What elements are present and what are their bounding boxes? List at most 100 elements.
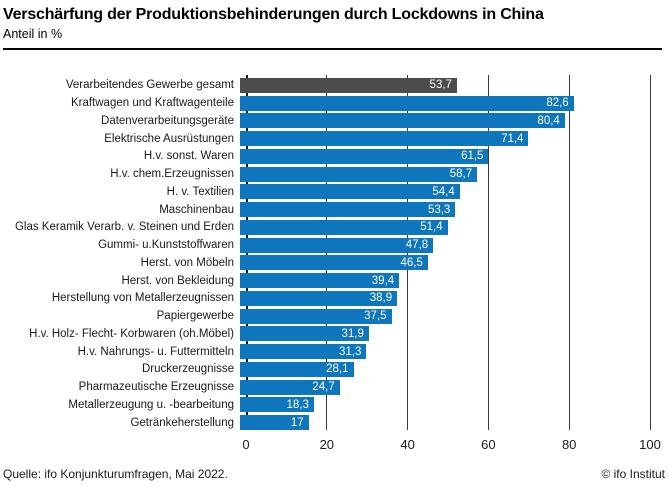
bar-row: H.v. sonst. Waren 61,5 [0,148,668,166]
copyright-note: © ifo Institut [601,467,665,481]
bar: 80,4 [240,113,565,129]
bar-track: 80,4 [240,113,644,129]
x-tick-label: 20 [319,437,335,452]
bar-row: Kraftwagen und Kraftwagenteile 82,6 [0,94,668,112]
bar: 61,5 [240,148,489,164]
category-label: H.v. Holz- Flecht- Korbwaren (oh.Möbel) [29,327,234,340]
category-label: Herst. von Bekleidung [121,274,234,287]
bar-row: Herstellung von Metallerzeugnissen 38,9 [0,290,668,308]
bar-value-label: 46,5 [400,256,423,269]
category-label: Maschinenbau [159,203,234,216]
bar-row: Glas Keramik Verarb. v. Steinen und Erde… [0,219,668,237]
category-label: H.v. chem.Erzeugnissen [110,168,234,181]
bar: 24,7 [240,379,340,395]
bar-value-label: 17 [290,416,304,429]
bar-track: 28,1 [240,361,644,377]
bar: 37,5 [240,308,392,324]
bar-track: 39,4 [240,273,644,289]
bar-track: 38,9 [240,290,644,306]
bar-chart: Verarbeitendes Gewerbe gesamt 53,7 Kraftwa… [0,77,668,432]
category-label: Herst. von Möbeln [140,256,234,269]
category-label: H. v. Textilien [166,185,234,198]
bar: 82,6 [240,95,574,111]
category-label: Metallerzeugung u. -bearbeitung [68,398,234,411]
bar-value-label: 80,4 [537,114,560,127]
bar: 46,5 [240,255,428,271]
bar: 53,7 [240,77,457,93]
bar-track: 82,6 [240,95,644,111]
bar-track: 61,5 [240,148,644,164]
bar-value-label: 37,5 [364,310,387,323]
bar-row: Maschinenbau 53,3 [0,201,668,219]
bar-value-label: 51,4 [420,221,443,234]
bar-value-label: 53,3 [427,203,451,216]
header-divider [3,48,662,50]
gridline [487,75,489,430]
bar: 28,1 [240,361,354,377]
bar-row: Pharmazeutische Erzeugnisse 24,7 [0,378,668,396]
chart-subtitle: Anteil in % [3,27,63,41]
x-tick-label: 0 [242,437,250,452]
chart-footer: Quelle: ifo Konjunkturumfragen, Mai 2022… [3,467,665,481]
bar-row: Herst. von Bekleidung 39,4 [0,272,668,290]
bar: 18,3 [240,397,314,413]
gridline [568,75,570,430]
bar-value-label: 47,8 [405,239,429,252]
bar-track: 37,5 [240,308,644,324]
bar-value-label: 24,7 [312,381,335,394]
bar: 31,9 [240,326,369,342]
bar-value-label: 53,7 [429,79,452,92]
x-tick-label: 40 [400,437,415,452]
bar-row: H. v. Textilien 54,4 [0,183,668,201]
category-label: Verarbeitendes Gewerbe gesamt [65,79,234,92]
bar-row: H.v. Nahrungs- u. Futtermitteln 31,3 [0,343,668,361]
bar: 53,3 [240,202,456,218]
bar-track: 51,4 [240,219,644,235]
bar-row: Metallerzeugung u. -bearbeitung 18,3 [0,396,668,414]
bar-row: H.v. chem.Erzeugnissen 58,7 [0,165,668,183]
bar-row: Gummi- u.Kunststoffwaren 47,8 [0,236,668,254]
chart-header: Verschärfung der Produktionsbehinderunge… [3,5,662,43]
bar-row: Druckerzeugnisse 28,1 [0,361,668,379]
category-label: Papiergewerbe [156,310,234,323]
bar: 39,4 [240,273,400,289]
bar: 51,4 [240,219,448,235]
bar-value-label: 61,5 [461,150,484,163]
bar-row: Verarbeitendes Gewerbe gesamt 53,7 [0,77,668,95]
bar-value-label: 71,4 [501,132,524,145]
bar: 71,4 [240,131,529,147]
category-label: Getränkeherstellung [130,416,234,429]
category-label: Herstellung von Metallerzeugnissen [51,292,234,305]
bar-value-label: 31,9 [341,327,364,340]
bar-track: 31,3 [240,344,644,360]
bar-row: Herst. von Möbeln 46,5 [0,254,668,272]
bar-track: 53,3 [240,202,644,218]
bar: 47,8 [240,237,434,253]
x-axis: 0 20 40 60 80 100 [242,437,660,453]
category-label: Glas Keramik Verarb. v. Steinen und Erde… [14,221,234,234]
bar-value-label: 18,3 [286,398,309,411]
bar-track: 47,8 [240,237,644,253]
bar-value-label: 28,1 [326,363,349,376]
category-label: Elektrische Ausrüstungen [104,132,234,145]
bar-track: 17 [240,415,644,431]
bar: 38,9 [240,290,398,306]
bar-row: Getränkeherstellung 17 [0,414,668,432]
category-label: H.v. Nahrungs- u. Futtermitteln [77,345,234,358]
bar: 54,4 [240,184,460,200]
bar-track: 53,7 [240,77,644,93]
category-label: Datenverarbeitungsgeräte [101,114,234,127]
bar-track: 46,5 [240,255,644,271]
bar-value-label: 31,3 [339,345,362,358]
bar: 17 [240,415,309,431]
bar-track: 58,7 [240,166,644,182]
bar-track: 71,4 [240,131,644,147]
category-label: Druckerzeugnisse [141,363,234,376]
bar-track: 54,4 [240,184,644,200]
bar-value-label: 82,6 [546,97,569,110]
category-label: Gummi- u.Kunststoffwaren [98,239,234,252]
bar: 58,7 [240,166,478,182]
x-tick-label: 100 [639,437,661,452]
bar-row: Elektrische Ausrüstungen 71,4 [0,130,668,148]
